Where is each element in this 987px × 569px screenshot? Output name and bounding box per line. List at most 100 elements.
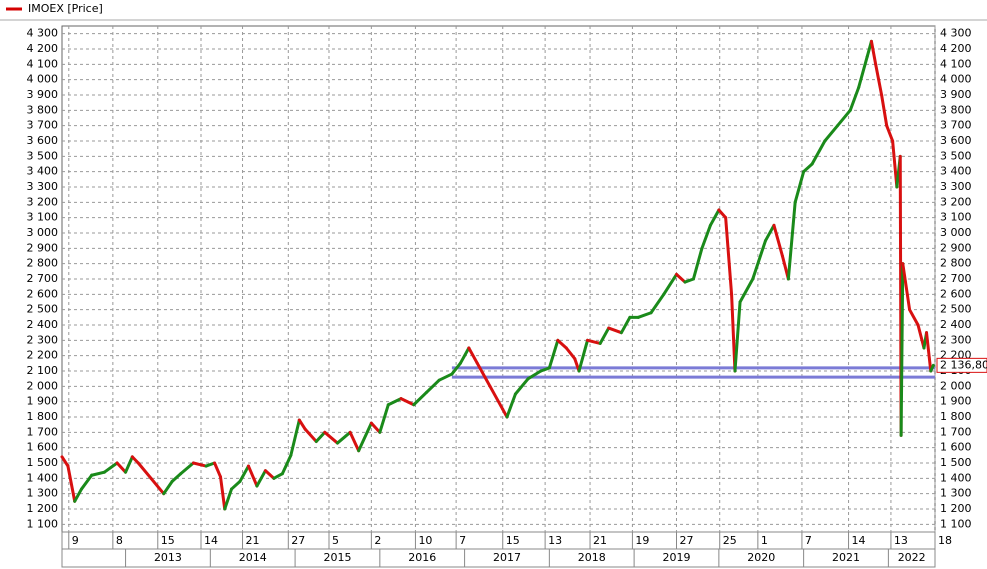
y-tick-label: 1 800 — [27, 410, 59, 423]
price-segment — [751, 239, 767, 281]
y-tick-label: 3 700 — [27, 119, 59, 132]
x-tick-label: 1 — [761, 534, 768, 547]
y-tick-label-right: 4 000 — [940, 73, 972, 86]
y-tick-label-right: 4 100 — [940, 57, 972, 70]
price-segment — [369, 421, 382, 434]
price-segment — [836, 108, 852, 128]
price-segment — [585, 338, 602, 345]
price-segment — [149, 476, 166, 496]
price-segment — [763, 223, 776, 243]
y-tick-label: 4 300 — [27, 27, 59, 40]
price-segment — [793, 170, 806, 204]
price-segment — [564, 346, 577, 361]
y-tick-label-right: 3 700 — [940, 119, 972, 132]
y-tick-label-right: 3 000 — [940, 226, 972, 239]
price-segment — [450, 361, 462, 376]
legend-label: IMOEX [Price] — [28, 2, 103, 15]
x-tick-label: 8 — [116, 534, 123, 547]
price-segment — [539, 366, 551, 373]
x-tick-label: 7 — [805, 534, 812, 547]
y-tick-label-right: 2 600 — [940, 287, 972, 300]
price-segment — [297, 418, 307, 431]
price-segment — [874, 62, 884, 97]
y-tick-label-right: 2 000 — [940, 379, 972, 392]
price-segment — [335, 430, 352, 445]
price-segment — [786, 200, 797, 281]
price-segment — [323, 430, 339, 445]
y-tick-label-right: 2 300 — [940, 333, 972, 346]
y-tick-label-right: 3 900 — [940, 88, 972, 101]
price-segment — [577, 338, 589, 373]
x-tick-label: 10 — [418, 534, 432, 547]
y-tick-label: 2 100 — [27, 364, 59, 377]
price-segment — [386, 397, 403, 407]
price-segment — [891, 139, 899, 189]
price-segment — [717, 208, 728, 220]
price-segment — [238, 464, 250, 483]
y-tick-label: 2 600 — [27, 287, 59, 300]
y-tick-label: 2 200 — [27, 349, 59, 362]
price-segment — [607, 326, 623, 335]
y-tick-label-right: 1 200 — [940, 502, 972, 515]
price-segment — [674, 272, 687, 284]
price-segment — [505, 392, 517, 419]
y-tick-label-right: 1 100 — [940, 517, 972, 530]
price-segment — [526, 369, 543, 381]
y-tick-label-right: 3 100 — [940, 211, 972, 224]
price-segment — [513, 377, 530, 396]
y-tick-label: 1 700 — [27, 425, 59, 438]
price-segment — [738, 277, 755, 304]
y-tick-label-right: 4 200 — [940, 42, 972, 55]
y-tick-label: 2 400 — [27, 318, 59, 331]
price-segment — [424, 378, 441, 394]
price-segment — [880, 93, 889, 128]
price-segment — [280, 453, 293, 476]
last-price-label: 2 136,80 — [940, 358, 987, 371]
price-segment — [810, 139, 827, 166]
y-tick-label-right: 1 400 — [940, 471, 972, 484]
price-segment — [869, 39, 878, 66]
price-segment — [255, 469, 267, 488]
y-tick-label: 2 800 — [27, 257, 59, 270]
price-segment — [929, 363, 935, 373]
price-segment — [162, 479, 174, 496]
year-label: 2015 — [323, 551, 351, 564]
price-segment — [458, 346, 471, 365]
price-segment — [218, 475, 227, 511]
y-tick-label-right: 2 700 — [940, 272, 972, 285]
y-tick-label-right: 3 600 — [940, 134, 972, 147]
y-tick-label-right: 1 500 — [940, 456, 972, 469]
x-tick-label: 5 — [332, 534, 339, 547]
x-tick-label: 14 — [204, 534, 218, 547]
x-tick-label: 25 — [723, 534, 737, 547]
y-tick-label: 1 400 — [27, 471, 59, 484]
price-segment — [857, 55, 869, 89]
price-segment — [115, 461, 128, 474]
x-tick-label: 2 — [374, 534, 381, 547]
y-tick-label: 1 200 — [27, 502, 59, 515]
price-segment — [412, 390, 428, 407]
price-segment — [102, 461, 119, 474]
year-label: 2019 — [662, 551, 690, 564]
price-segment — [272, 472, 284, 480]
price-segment — [246, 464, 259, 488]
price-segment — [700, 223, 712, 250]
price-segment — [289, 418, 301, 457]
x-tick-label: 13 — [548, 534, 562, 547]
year-label: 2016 — [408, 551, 436, 564]
y-tick-label: 4 200 — [27, 42, 59, 55]
price-segment — [357, 421, 373, 453]
price-segment — [124, 455, 134, 474]
price-segment — [683, 277, 695, 284]
y-tick-label-right: 4 300 — [940, 27, 972, 40]
price-segment — [73, 487, 83, 503]
y-tick-label: 1 100 — [27, 517, 59, 530]
y-tick-label: 2 900 — [27, 241, 59, 254]
price-segment — [191, 461, 208, 468]
price-segment — [223, 487, 234, 511]
x-tick-label: 15 — [506, 534, 520, 547]
price-segment — [649, 292, 666, 315]
y-tick-label: 3 200 — [27, 195, 59, 208]
price-segment — [90, 470, 106, 477]
